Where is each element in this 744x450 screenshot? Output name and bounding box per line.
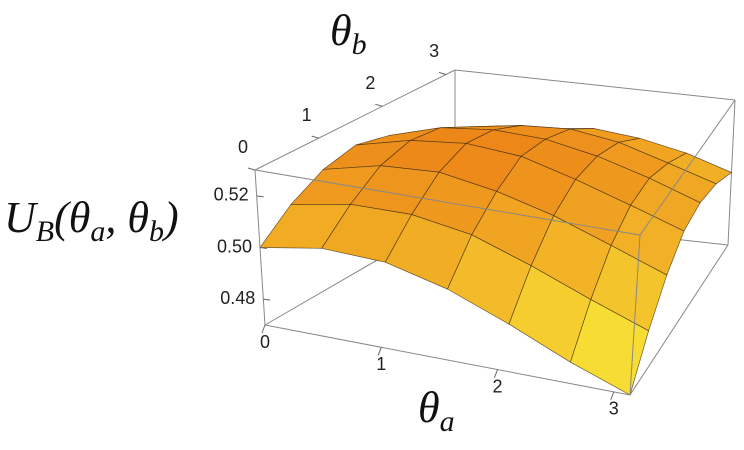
- z-tick: [256, 195, 264, 198]
- x-tick: [610, 391, 615, 401]
- box-edge: [254, 69, 456, 171]
- label-sub: b: [149, 215, 164, 248]
- x-tick-label: 2: [492, 376, 502, 396]
- surface: [259, 125, 733, 396]
- box-edge: [264, 324, 631, 396]
- y-tick: [438, 71, 447, 75]
- label-part: , θ: [105, 193, 149, 242]
- x-tick: [377, 347, 382, 356]
- y-tick-label: 0: [238, 137, 248, 157]
- surface-patch: [570, 299, 650, 396]
- label-sub: a: [90, 215, 105, 248]
- label-part: θ: [330, 6, 352, 55]
- label-sub: a: [440, 405, 455, 438]
- box-edge: [629, 234, 641, 396]
- y-tick-label: 3: [429, 41, 439, 61]
- x-tick-label: 1: [376, 354, 386, 374]
- y-tick: [375, 103, 383, 107]
- x-tick-label: 3: [609, 399, 619, 419]
- x-tick: [261, 324, 266, 334]
- z-tick-label: 0.48: [220, 288, 255, 308]
- box-edge: [254, 169, 641, 236]
- label-sub: B: [36, 215, 54, 248]
- y-tick: [311, 135, 319, 139]
- x-tick-label: 0: [260, 332, 270, 352]
- box-edge: [454, 69, 736, 101]
- y-tick-label: 1: [302, 105, 312, 125]
- y-tick-label: 2: [365, 73, 375, 93]
- label-part: (θ: [54, 193, 90, 242]
- z-tick-label: 0.52: [214, 185, 249, 205]
- z-tick-label: 0.50: [217, 236, 252, 256]
- label-part: ): [161, 193, 179, 242]
- x-axis-label: θa: [418, 383, 455, 438]
- box-edge: [639, 99, 736, 236]
- z-tick: [259, 247, 268, 249]
- z-axis-label: UB(θa, θb): [4, 193, 179, 248]
- x-tick: [494, 369, 498, 378]
- y-axis-label: θb: [330, 6, 367, 61]
- box-edge: [629, 244, 729, 396]
- label-sub: b: [352, 28, 367, 61]
- label-part: U: [4, 193, 39, 242]
- y-tick: [247, 167, 256, 171]
- label-part: θ: [418, 383, 440, 432]
- z-tick: [263, 298, 271, 301]
- box-front: 0 1 2 3 0 1 2 3 0.48 0.50 0.52: [214, 41, 736, 419]
